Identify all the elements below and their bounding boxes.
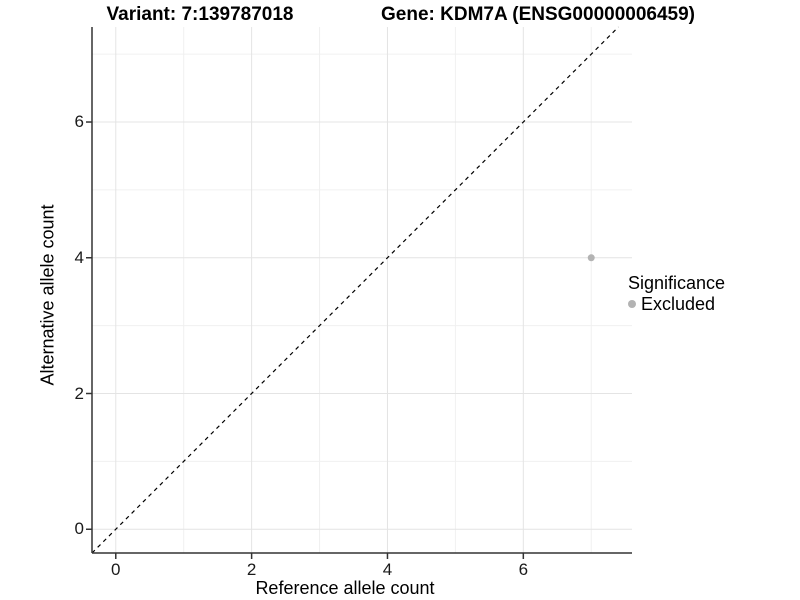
plot-title-gene: Gene: KDM7A (ENSG00000006459) [381,4,695,25]
x-tick-label: 2 [246,560,257,579]
legend-point-icon [628,300,636,308]
legend-item-label: Excluded [641,294,716,314]
y-tick-label: 0 [74,519,84,539]
y-axis-title: Alternative allele count [37,204,58,386]
x-axis-title: Reference allele count [255,578,435,598]
y-tick-label: 2 [74,383,84,403]
legend-title: Significance [628,273,726,293]
y-tick-label: 4 [74,247,84,267]
x-tick-label: 4 [382,560,393,579]
x-tick-label: 0 [111,560,121,579]
x-tick-label: 6 [518,560,529,579]
y-tick-label: 6 [74,112,84,132]
data-point [587,254,595,262]
plot-title-variant: Variant: 7:139787018 [106,4,294,25]
legend: Significance Excluded [628,272,725,314]
legend-item-excluded: Excluded [628,294,725,314]
